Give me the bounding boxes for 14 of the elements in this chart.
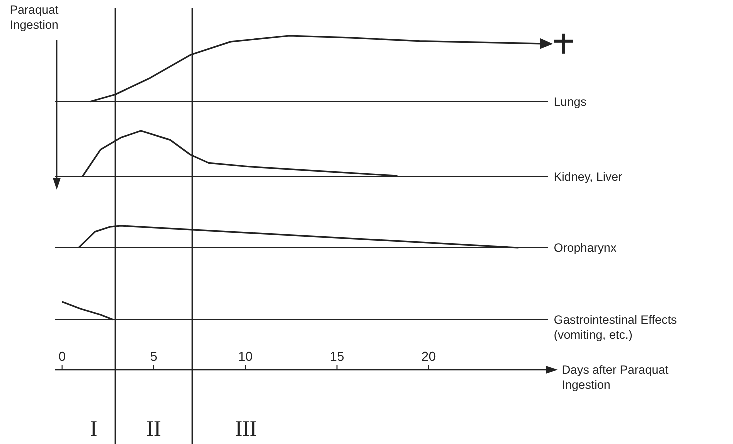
text: I — [90, 416, 98, 441]
text: III — [235, 416, 258, 441]
text: Lungs — [554, 95, 587, 109]
text: Paraquat Ingestion — [10, 3, 60, 32]
text: Kidney, Liver — [554, 170, 622, 184]
text: Oropharynx — [554, 241, 617, 255]
x-tick-label: 0 — [58, 349, 66, 364]
text: Gastrointestinal Effects (vomiting, etc.) — [554, 313, 678, 342]
x-tick-label: 10 — [238, 349, 253, 364]
x-tick-label: 15 — [330, 349, 344, 364]
text: II — [146, 416, 162, 441]
x-tick-label: 20 — [422, 349, 436, 364]
x-tick-label: 5 — [150, 349, 158, 364]
x-axis-title: Days after Paraquat Ingestion — [562, 363, 670, 392]
